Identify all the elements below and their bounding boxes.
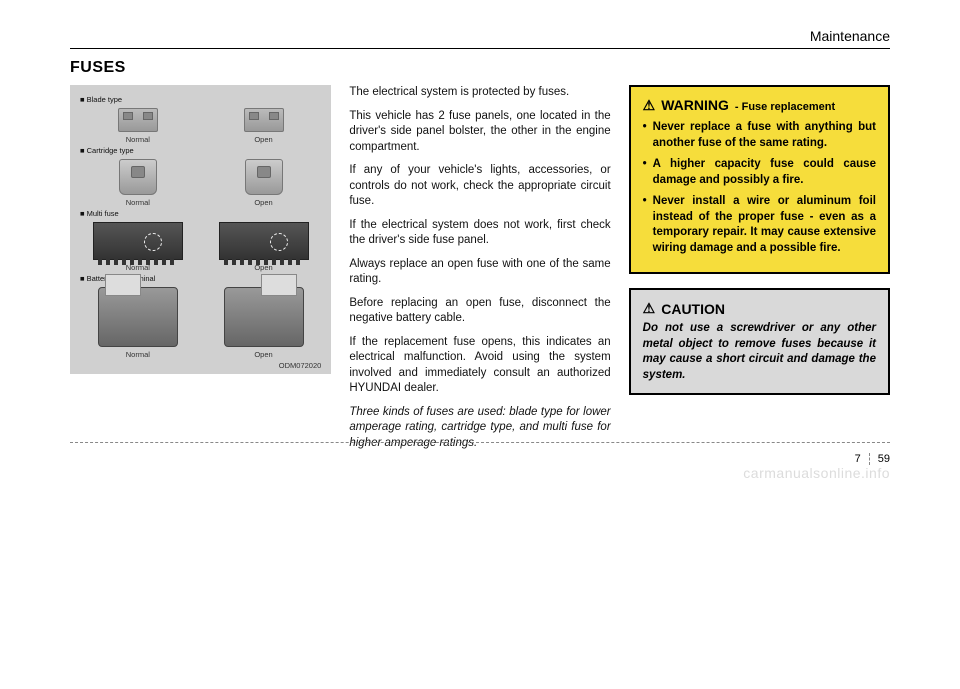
chapter-number: 7 [855, 453, 870, 465]
body-p4: If the electrical system does not work, … [349, 218, 610, 249]
fig-row-cartridge: Normal Open [80, 159, 321, 207]
multi-open: Open [206, 222, 322, 272]
body-p8: Three kinds of fuses are used: blade typ… [349, 405, 610, 452]
figure-column: ■ Blade type Normal Open ■ Cartridge typ… [70, 85, 331, 459]
caution-text: Do not use a screwdriver or any other me… [643, 321, 876, 383]
warning-box: ⚠ WARNING - Fuse replacement Never repla… [629, 85, 890, 274]
page-number: 7 59 [855, 453, 890, 465]
body-p6: Before replacing an open fuse, disconnec… [349, 296, 610, 327]
caption: Normal [126, 350, 150, 359]
warning-subtitle: - Fuse replacement [735, 101, 835, 113]
warning-item: Never replace a fuse with anything but a… [643, 120, 876, 151]
warning-list: Never replace a fuse with anything but a… [643, 120, 876, 256]
warning-title-row: ⚠ WARNING - Fuse replacement [643, 97, 876, 114]
caution-box: ⚠ CAUTION Do not use a screwdriver or an… [629, 288, 890, 395]
page-title: FUSES [70, 59, 890, 77]
multi-fuse-icon [93, 222, 183, 260]
callout-column: ⚠ WARNING - Fuse replacement Never repla… [629, 85, 890, 459]
body-p7: If the replacement fuse opens, this indi… [349, 335, 610, 397]
cartridge-fuse-icon [119, 159, 157, 195]
blade-fuse-icon [118, 108, 158, 132]
battery-normal: Normal [80, 287, 196, 359]
watermark: carmanualsonline.info [743, 465, 890, 481]
fig-row-blade: Normal Open [80, 108, 321, 144]
footer-rule [70, 442, 890, 443]
caution-icon: ⚠ [643, 300, 656, 317]
battery-fuse-icon [98, 287, 178, 347]
blade-open: Open [206, 108, 322, 144]
caption: Normal [126, 135, 150, 144]
cartridge-normal: Normal [80, 159, 196, 207]
warning-title: WARNING [661, 97, 729, 113]
blade-normal: Normal [80, 108, 196, 144]
caution-title-row: ⚠ CAUTION [643, 300, 876, 317]
caution-title: CAUTION [661, 301, 725, 317]
body-p5: Always replace an open fuse with one of … [349, 257, 610, 288]
caption: Open [254, 350, 272, 359]
body-p1: The electrical system is protected by fu… [349, 85, 610, 101]
warning-icon: ⚠ [643, 97, 656, 114]
battery-open: Open [206, 287, 322, 359]
fuse-figure-panel: ■ Blade type Normal Open ■ Cartridge typ… [70, 85, 331, 374]
blade-fuse-icon [244, 108, 284, 132]
page-num: 59 [878, 453, 890, 465]
section-header: Maintenance [810, 28, 890, 44]
manual-page: Maintenance FUSES ■ Blade type Normal Op… [0, 0, 960, 479]
caption: Open [254, 135, 272, 144]
content-columns: ■ Blade type Normal Open ■ Cartridge typ… [70, 85, 890, 459]
fig-label-blade: ■ Blade type [80, 95, 321, 104]
body-column: The electrical system is protected by fu… [349, 85, 610, 459]
fig-label-multi: ■ Multi fuse [80, 209, 321, 218]
multi-normal: Normal [80, 222, 196, 272]
caption: Open [254, 198, 272, 207]
body-p2: This vehicle has 2 fuse panels, one loca… [349, 109, 610, 156]
multi-fuse-icon [219, 222, 309, 260]
header-rule: Maintenance [70, 28, 890, 49]
caption: Normal [126, 198, 150, 207]
body-p3: If any of your vehicle's lights, accesso… [349, 163, 610, 210]
figure-code: ODM072020 [80, 361, 321, 370]
warning-item: A higher capacity fuse could cause damag… [643, 157, 876, 188]
fig-row-battery: Normal Open [80, 287, 321, 359]
warning-item: Never install a wire or aluminum foil in… [643, 194, 876, 256]
fig-row-multi: Normal Open [80, 222, 321, 272]
cartridge-open: Open [206, 159, 322, 207]
cartridge-fuse-icon [245, 159, 283, 195]
battery-fuse-icon [224, 287, 304, 347]
fig-label-cartridge: ■ Cartridge type [80, 146, 321, 155]
